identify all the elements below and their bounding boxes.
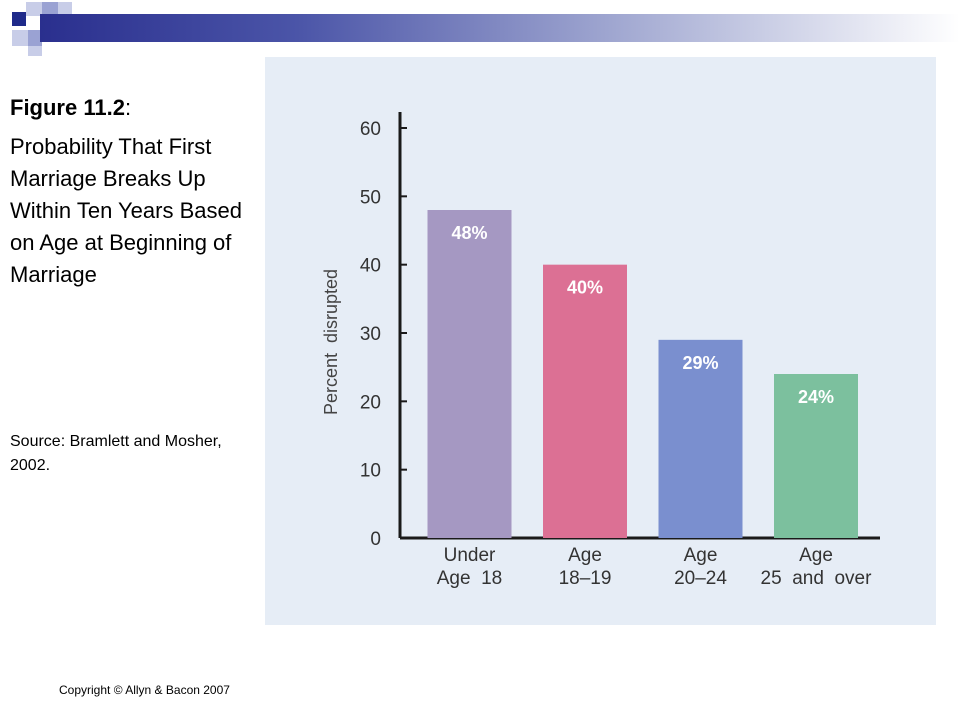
x-tick-label-line2: 20–24 [674,568,727,589]
deco-square-5 [58,2,72,16]
bar [543,264,627,538]
deco-square-4 [42,2,58,16]
source-citation: Source: Bramlett and Mosher, 2002. [10,433,222,474]
bar-data-label: 48% [451,223,487,243]
y-tick-label: 0 [370,529,381,550]
figure-label-colon: : [124,95,132,120]
deco-square-8 [28,46,42,56]
y-tick-label: 10 [360,461,381,482]
x-tick-label-line2: 18–19 [559,568,612,589]
deco-square-2 [26,2,42,16]
header-gradient-bar [40,14,960,42]
x-tick-label-line1: Under [444,545,496,566]
x-tick-label-line2: 25 and over [761,568,873,589]
bar-data-label: 40% [567,278,603,298]
figure-caption: Figure 11.2: Probability That First Marr… [10,95,255,291]
deco-square-3 [26,16,42,30]
decorative-squares [0,0,80,56]
figure-label-text: Figure 11.2 [10,95,125,120]
figure-description: Probability That First Marriage Breaks U… [10,134,242,287]
bar [427,210,512,538]
bar [658,339,743,538]
y-axis-label: Percent disrupted [321,269,341,415]
bars: 48% 40% 29% 24% [427,210,858,538]
x-tick-label-line1: Age [684,545,718,566]
y-tick-label: 60 [360,119,381,140]
y-tick-label: 40 [360,256,381,277]
copyright-notice: Copyright © Allyn & Bacon 2007 [59,683,230,697]
y-tick-label: 50 [360,187,381,208]
chart-panel: 0 10 20 30 40 50 60 48% 40% 29% 24% Under Age 18 Ag… [265,57,936,625]
y-tick-label: 30 [360,324,381,345]
y-axis-ticks: 0 10 20 30 40 50 60 [360,119,407,550]
bar [774,374,858,538]
bar-data-label: 24% [798,387,834,407]
deco-square-7 [28,30,42,46]
x-tick-label-line1: Age [799,545,833,566]
slide-header [0,0,960,56]
deco-square-6 [12,30,28,46]
bar-data-label: 29% [682,353,718,373]
figure-label: Figure 11.2: [10,95,255,121]
x-tick-label-line1: Age [568,545,602,566]
y-tick-label: 20 [360,392,381,413]
deco-square-1 [12,12,26,26]
x-tick-label-line2: Age 18 [437,568,503,589]
